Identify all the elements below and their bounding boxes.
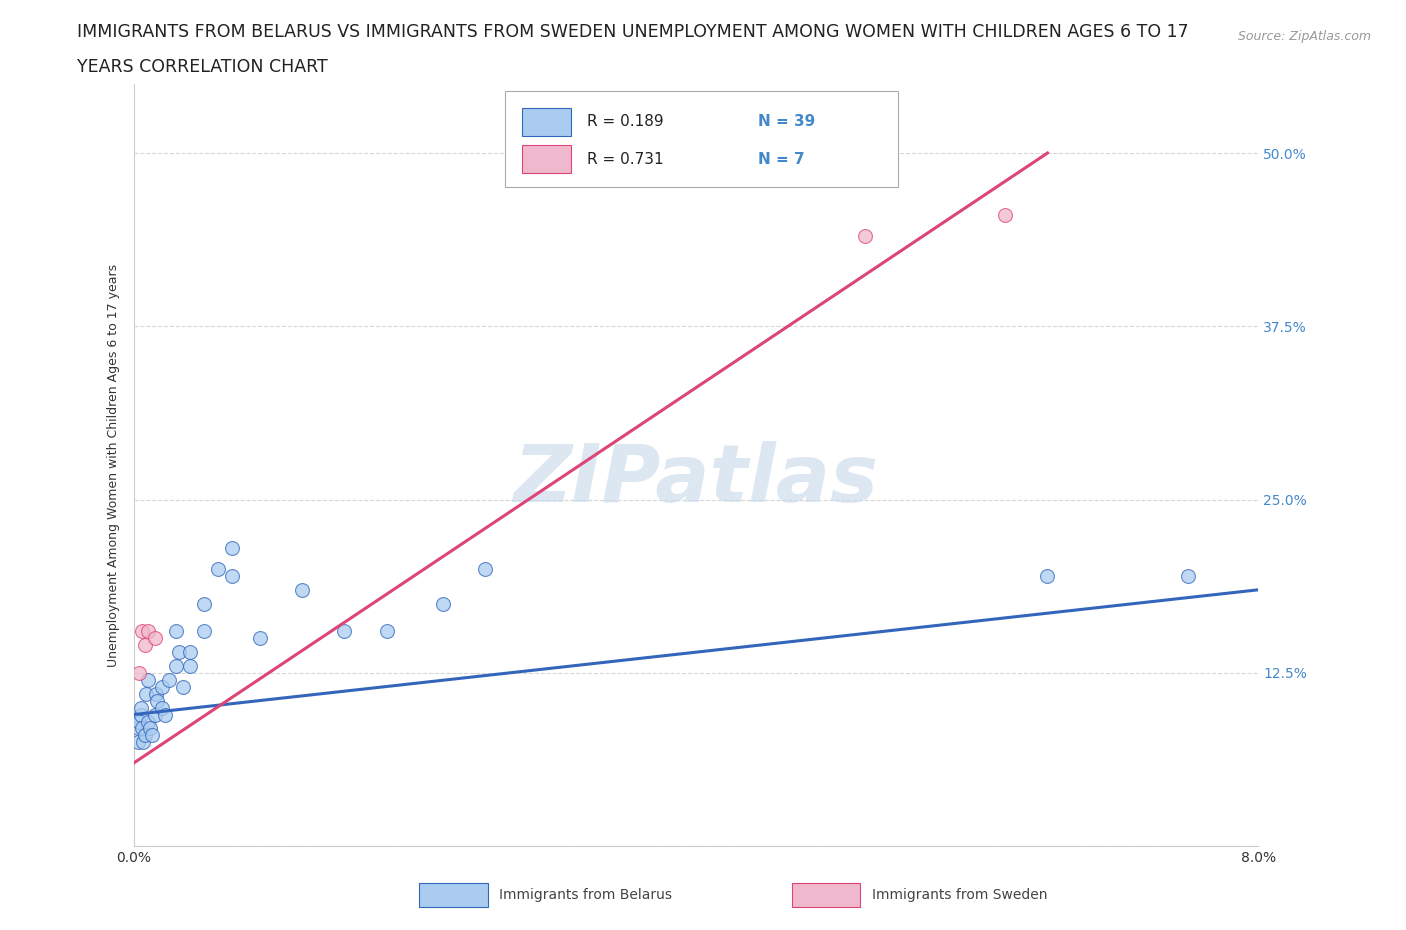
Point bbox=[131, 624, 153, 639]
Point bbox=[131, 721, 153, 736]
Point bbox=[150, 680, 173, 695]
Point bbox=[128, 714, 150, 729]
Text: R = 0.731: R = 0.731 bbox=[586, 152, 664, 166]
Point bbox=[136, 714, 159, 729]
FancyBboxPatch shape bbox=[522, 145, 571, 173]
Text: YEARS CORRELATION CHART: YEARS CORRELATION CHART bbox=[77, 58, 328, 75]
Point bbox=[432, 596, 454, 611]
Text: Immigrants from Belarus: Immigrants from Belarus bbox=[499, 887, 672, 902]
Point bbox=[167, 644, 190, 659]
Point bbox=[1177, 568, 1199, 583]
Text: N = 39: N = 39 bbox=[758, 114, 815, 129]
FancyBboxPatch shape bbox=[505, 91, 898, 187]
Point bbox=[134, 728, 156, 743]
Point bbox=[146, 693, 169, 708]
Point bbox=[1036, 568, 1059, 583]
Point bbox=[139, 721, 162, 736]
Point bbox=[143, 631, 166, 645]
Text: IMMIGRANTS FROM BELARUS VS IMMIGRANTS FROM SWEDEN UNEMPLOYMENT AMONG WOMEN WITH : IMMIGRANTS FROM BELARUS VS IMMIGRANTS FR… bbox=[77, 23, 1189, 41]
Point bbox=[193, 624, 215, 639]
Point bbox=[145, 686, 167, 701]
Point bbox=[994, 208, 1017, 223]
Point bbox=[135, 686, 157, 701]
Point bbox=[136, 624, 159, 639]
Text: ZIPatlas: ZIPatlas bbox=[513, 441, 879, 519]
Point bbox=[179, 658, 201, 673]
Point bbox=[157, 672, 180, 687]
FancyBboxPatch shape bbox=[522, 108, 571, 136]
Point bbox=[136, 672, 159, 687]
Point bbox=[127, 735, 149, 750]
Point bbox=[128, 666, 150, 681]
Point bbox=[474, 562, 496, 577]
Point bbox=[153, 707, 176, 722]
Point bbox=[193, 596, 215, 611]
Point bbox=[221, 540, 243, 555]
Point bbox=[165, 658, 187, 673]
Text: R = 0.189: R = 0.189 bbox=[586, 114, 664, 129]
Text: Source: ZipAtlas.com: Source: ZipAtlas.com bbox=[1237, 30, 1371, 43]
Point bbox=[221, 568, 243, 583]
Point bbox=[291, 582, 314, 597]
Point bbox=[853, 229, 876, 244]
Y-axis label: Unemployment Among Women with Children Ages 6 to 17 years: Unemployment Among Women with Children A… bbox=[107, 263, 121, 667]
Point bbox=[127, 721, 149, 736]
Point bbox=[132, 735, 155, 750]
Point bbox=[375, 624, 398, 639]
Point bbox=[143, 707, 166, 722]
Point bbox=[134, 638, 156, 653]
Point bbox=[165, 624, 187, 639]
Point bbox=[333, 624, 356, 639]
Point bbox=[249, 631, 271, 645]
Text: Immigrants from Sweden: Immigrants from Sweden bbox=[872, 887, 1047, 902]
Text: N = 7: N = 7 bbox=[758, 152, 804, 166]
Point bbox=[141, 728, 163, 743]
Point bbox=[179, 644, 201, 659]
Point bbox=[150, 700, 173, 715]
Point bbox=[172, 680, 194, 695]
Point bbox=[129, 700, 152, 715]
Point bbox=[207, 562, 229, 577]
Point bbox=[129, 707, 152, 722]
